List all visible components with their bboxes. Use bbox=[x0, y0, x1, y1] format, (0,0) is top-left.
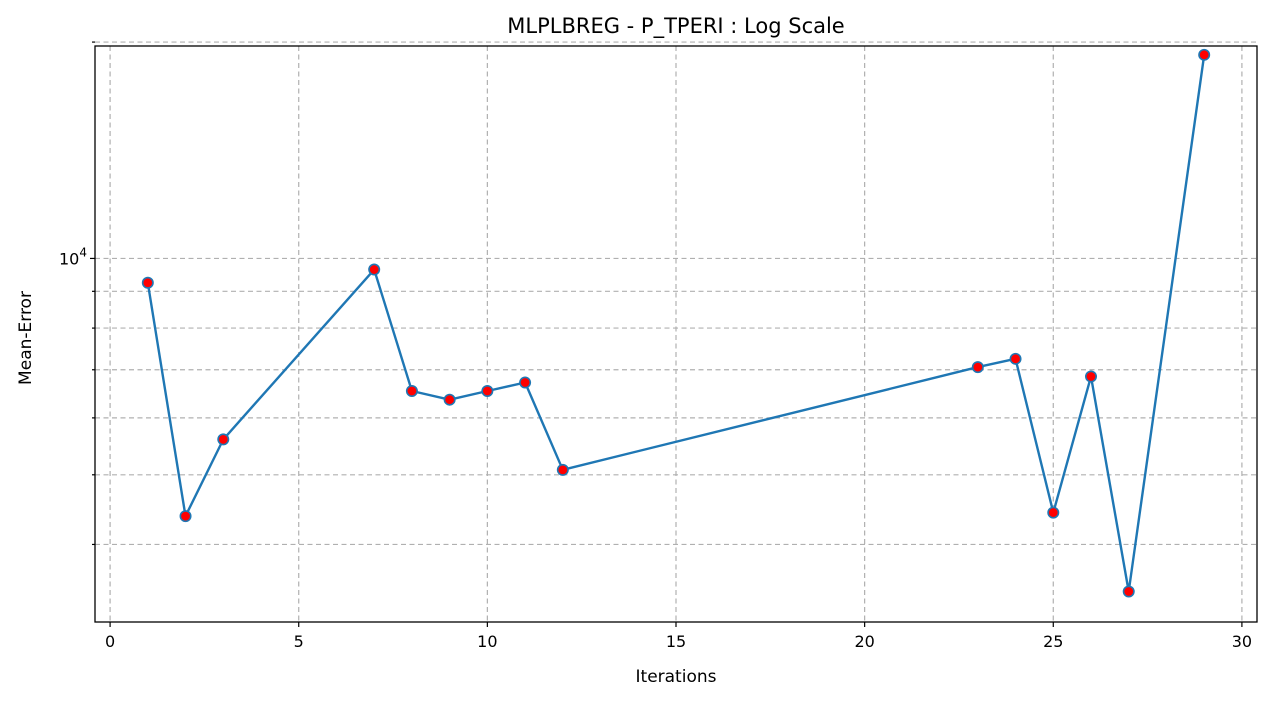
chart-title: MLPLBREG - P_TPERI : Log Scale bbox=[507, 14, 844, 39]
data-point bbox=[405, 384, 418, 397]
x-tick-label: 25 bbox=[1043, 632, 1063, 651]
data-series bbox=[141, 48, 1211, 598]
x-axis-ticks: 0 5 10 15 20 25 30 bbox=[105, 622, 1252, 651]
x-tick-label: 20 bbox=[854, 632, 874, 651]
data-point bbox=[556, 463, 569, 476]
y-axis-label: Mean-Error bbox=[16, 291, 36, 385]
data-point bbox=[519, 376, 532, 389]
data-point bbox=[1198, 48, 1211, 61]
y-tick-label: 104 bbox=[59, 245, 87, 268]
data-point bbox=[141, 276, 154, 289]
data-point bbox=[1047, 506, 1060, 519]
x-tick-label: 30 bbox=[1232, 632, 1252, 651]
data-point bbox=[217, 433, 230, 446]
data-point bbox=[1009, 352, 1022, 365]
x-axis-label: Iterations bbox=[636, 667, 717, 687]
x-tick-label: 10 bbox=[477, 632, 497, 651]
x-tick-label: 15 bbox=[666, 632, 686, 651]
y-axis-ticks: 104 bbox=[59, 41, 95, 546]
data-point bbox=[1085, 370, 1098, 383]
data-point bbox=[971, 361, 984, 374]
data-point bbox=[179, 510, 192, 523]
data-point bbox=[481, 384, 494, 397]
plot-frame bbox=[94, 45, 1258, 623]
data-point bbox=[368, 263, 381, 276]
data-point bbox=[1122, 585, 1135, 598]
x-tick-label: 5 bbox=[294, 632, 304, 651]
grid-lines bbox=[95, 41, 1257, 622]
x-tick-label: 0 bbox=[105, 632, 115, 651]
data-point bbox=[443, 393, 456, 406]
